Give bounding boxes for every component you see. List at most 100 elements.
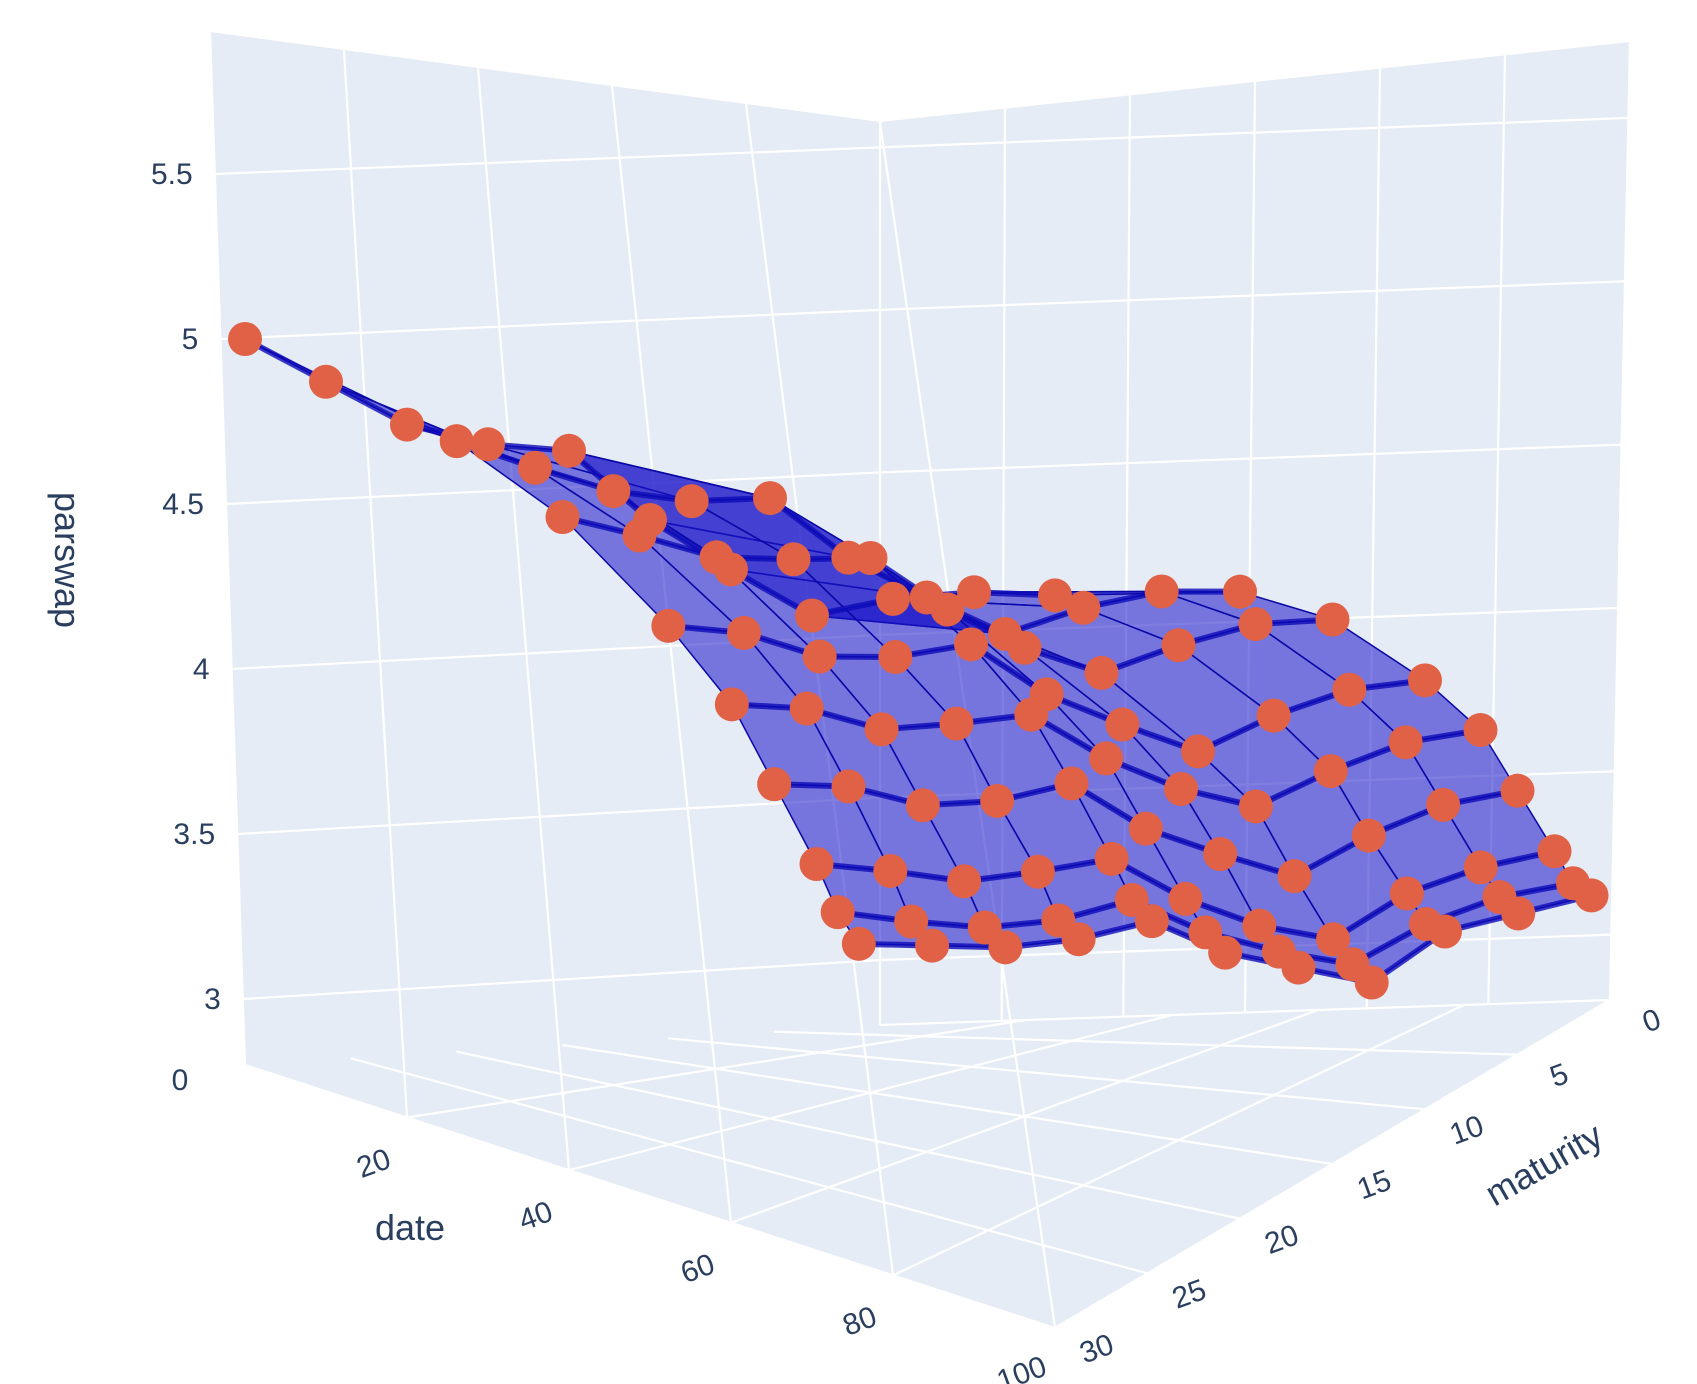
data-point (1105, 707, 1140, 742)
data-point (841, 926, 876, 961)
data-point (1574, 878, 1609, 913)
data-point (1094, 841, 1129, 876)
data-point (714, 687, 749, 722)
data-point (876, 581, 910, 616)
data-point (518, 450, 552, 485)
left-wall-grid-0 (208, 31, 247, 1066)
data-point (228, 322, 262, 356)
left-wall-grid-40 (476, 67, 571, 1171)
data-point (1066, 590, 1101, 625)
data-point (1537, 834, 1572, 869)
x-tick-label: 20 (352, 1142, 395, 1184)
x-tick-label: 60 (676, 1248, 719, 1290)
data-point (1242, 908, 1277, 943)
data-point (1238, 607, 1273, 642)
data-point (1128, 811, 1163, 846)
data-point (1501, 896, 1536, 931)
data-point (831, 769, 866, 804)
data-point (1389, 876, 1424, 911)
data-point (1203, 837, 1238, 872)
z-tick-label: 5 (182, 323, 199, 356)
data-point (1315, 602, 1350, 637)
data-point (1354, 965, 1389, 1000)
data-point (309, 364, 343, 399)
data-point (1161, 628, 1196, 663)
data-point (957, 575, 991, 610)
z-grid-5.5 (214, 116, 1629, 176)
x-tick-label: 80 (838, 1300, 881, 1342)
data-point (939, 706, 974, 741)
data-point (802, 639, 837, 674)
data-point (699, 540, 734, 575)
data-point (795, 598, 829, 633)
data-point (789, 691, 824, 726)
data-point (873, 853, 908, 888)
data-point (545, 500, 580, 534)
data-point (1238, 789, 1273, 824)
data-point (471, 427, 505, 462)
data-point (1332, 672, 1367, 707)
data-point (1181, 734, 1215, 769)
z-grid-5 (220, 280, 1626, 341)
z-grid-4.5 (225, 443, 1622, 506)
data-point (1408, 663, 1442, 698)
y-tick-label: 25 (1168, 1273, 1211, 1315)
data-point (1426, 787, 1461, 822)
y-tick-label: 30 (1075, 1328, 1118, 1370)
data-point (954, 627, 988, 662)
y-axis-title: maturity (1478, 1114, 1609, 1214)
right-wall-grid-0 (1608, 41, 1632, 1001)
z-axis-title: parswap (47, 492, 88, 628)
z-tick-label: 4.5 (162, 488, 204, 521)
x-tick-label: 100 (993, 1350, 1051, 1384)
data-point (1020, 854, 1055, 889)
data-point (988, 930, 1023, 965)
z-tick-label: 5.5 (151, 158, 193, 191)
data-point (674, 484, 709, 519)
z-tick-label: 3.5 (173, 818, 215, 851)
data-point (1168, 881, 1203, 916)
z-tick-label: 3 (204, 983, 221, 1016)
floor-grid-y-25 (350, 1057, 1148, 1275)
data-point (864, 712, 899, 747)
data-point (1256, 698, 1291, 733)
data-point (1014, 697, 1049, 732)
data-point (390, 407, 424, 442)
data-point (1277, 859, 1312, 894)
data-point (894, 904, 929, 939)
y-tick-label: 20 (1260, 1219, 1303, 1261)
data-point (1463, 850, 1498, 885)
data-point (1313, 754, 1348, 789)
floor-grid-y-30 (244, 1063, 1056, 1330)
data-point (1089, 741, 1124, 776)
data-point (651, 608, 686, 643)
data-point (1144, 574, 1179, 609)
data-point (820, 895, 855, 930)
floor (245, 1000, 1610, 1328)
data-point (727, 615, 761, 650)
data-point (1134, 904, 1169, 939)
marker-layer (228, 322, 1609, 1000)
y-tick-label: 15 (1353, 1164, 1396, 1206)
x-axis-title: date (375, 1207, 445, 1248)
data-point (1388, 725, 1423, 760)
data-point (980, 783, 1015, 818)
data-point (757, 767, 792, 802)
z-axis-zero-label: 0 (172, 1064, 189, 1097)
data-point (1007, 630, 1042, 665)
left-wall-grid-60 (610, 85, 733, 1223)
data-point (947, 864, 982, 899)
grid-lines (208, 31, 1632, 1330)
data-point (1208, 935, 1243, 970)
data-point (1351, 818, 1386, 853)
data-point (1281, 950, 1316, 985)
floor-grid-y-15 (562, 1043, 1333, 1166)
data-point (1500, 773, 1535, 808)
floor-grid-y-5 (774, 1030, 1518, 1056)
data-point (1164, 772, 1199, 807)
data-point (915, 928, 950, 963)
data-point (1084, 655, 1119, 690)
y-tick-label: 0 (1638, 1003, 1665, 1040)
data-point (853, 541, 888, 575)
